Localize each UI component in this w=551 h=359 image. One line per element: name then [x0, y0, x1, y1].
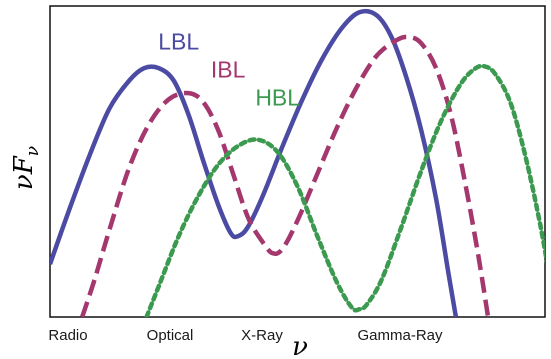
series-label-ibl: IBL [211, 57, 246, 83]
series-label-hbl: HBL [255, 85, 300, 111]
x-tick-label-gamma-ray: Gamma-Ray [357, 327, 443, 344]
x-tick-label-x-ray: X-Ray [241, 327, 283, 344]
x-tick-label-optical: Optical [147, 327, 194, 344]
y-axis-label-sub: ν [23, 146, 43, 156]
x-axis-label: ν [292, 332, 308, 359]
series-layer [50, 8, 545, 317]
series-line-hbl [144, 63, 545, 317]
series-label-layer: LBL IBL HBL [158, 29, 300, 111]
series-line-ibl [80, 34, 491, 317]
x-tick-label-radio: Radio [48, 327, 87, 344]
series-line-lbl [50, 8, 459, 317]
x-tick-layer: Radio Optical X-Ray Gamma-Ray [48, 327, 443, 344]
series-label-lbl: LBL [158, 29, 199, 55]
y-axis-label-main: νF [9, 155, 39, 190]
y-axis-label: νFν [9, 146, 43, 190]
plot-frame [49, 5, 546, 318]
